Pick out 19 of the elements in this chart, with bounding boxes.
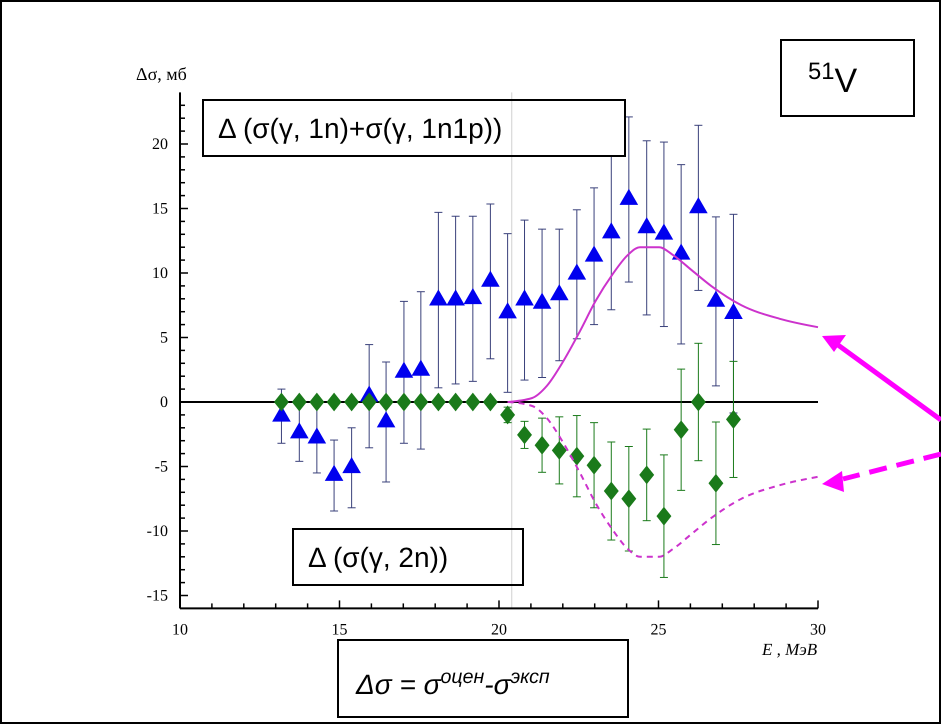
x-tick-label: 20 <box>491 621 507 638</box>
y-tick-label: 10 <box>152 265 168 282</box>
annotation: $^{51}$V <box>808 58 858 100</box>
y-tick-label: 15 <box>152 200 168 218</box>
y-tick-label: 0 <box>160 394 168 411</box>
text: Δσ = σ$^{оцен}$-σ$^{эксп}$ <box>355 666 550 700</box>
x-tick-label: 30 <box>810 621 826 638</box>
x-tick-label: 25 <box>650 621 666 638</box>
y-tick-label: 5 <box>160 330 168 346</box>
annotation: Δ (σ(γ, 1n)+σ(γ, 1n1p)) <box>218 113 502 144</box>
y-tick-label: 20 <box>152 136 168 153</box>
y-tick-label: -5 <box>154 458 168 476</box>
annotation: Δ (σ(γ, 2n)) <box>308 542 448 573</box>
x-tick-label: 15 <box>332 621 348 638</box>
y-axis-title: Δσ, мб <box>136 64 187 84</box>
x-tick-label: 10 <box>172 621 188 638</box>
y-tick-label: -15 <box>146 588 168 604</box>
x-axis-title: E , МэВ <box>761 640 818 659</box>
y-tick-label: -10 <box>146 523 168 540</box>
